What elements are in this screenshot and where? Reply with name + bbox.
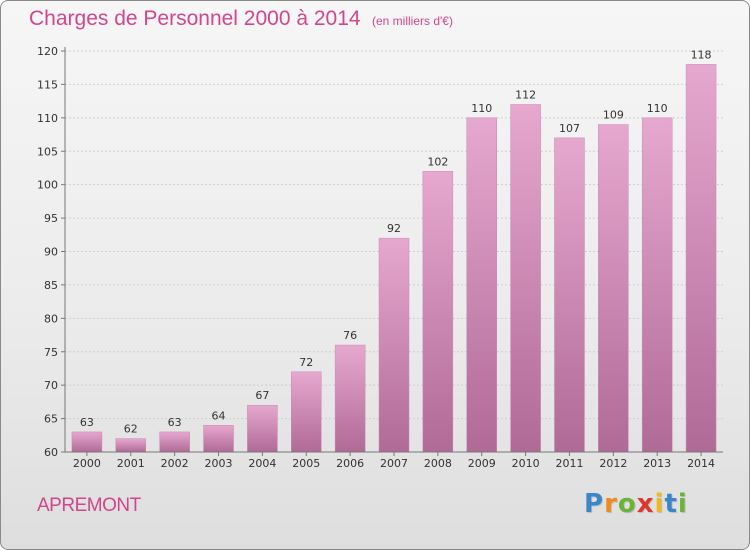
- bar-2008: [422, 171, 454, 453]
- bar-2010: [510, 104, 541, 453]
- value-label-2006: 76: [343, 329, 357, 342]
- chart-title: Charges de Personnel 2000 à 2014: [29, 7, 361, 30]
- bar-2013: [641, 117, 673, 453]
- value-label-2012: 109: [603, 109, 624, 122]
- y-tick-label: 85: [44, 279, 58, 292]
- x-tick-label-2001: 2001: [117, 457, 145, 470]
- y-tick-label: 90: [44, 246, 58, 259]
- y-tick-label: 95: [44, 212, 58, 225]
- x-tick-label-2004: 2004: [248, 457, 276, 470]
- x-tick-label-2002: 2002: [161, 457, 189, 470]
- bar-2003: [203, 425, 234, 453]
- value-label-2004: 67: [255, 389, 269, 402]
- value-label-2007: 92: [387, 222, 401, 235]
- y-tick-label: 115: [37, 78, 58, 91]
- bar-2009: [466, 117, 497, 453]
- y-tick-label: 105: [37, 145, 58, 158]
- bar-2000: [71, 431, 103, 453]
- bar-2014: [685, 64, 717, 453]
- bar-2005: [291, 371, 322, 453]
- x-tick-label-2006: 2006: [336, 457, 364, 470]
- x-tick-label-2000: 2000: [73, 457, 101, 470]
- value-label-2005: 72: [299, 356, 313, 369]
- x-tick-label-2014: 2014: [687, 457, 715, 470]
- x-tick-label-2005: 2005: [292, 457, 320, 470]
- x-tick-label-2013: 2013: [643, 457, 671, 470]
- y-tick-label: 60: [44, 446, 58, 459]
- value-label-2011: 107: [559, 122, 580, 135]
- x-tick-label-2010: 2010: [512, 457, 540, 470]
- value-label-2000: 63: [80, 416, 94, 429]
- bar-2007: [378, 237, 410, 453]
- proxiti-logo: Proxiti: [584, 489, 688, 519]
- value-label-2002: 63: [168, 416, 182, 429]
- chart-subtitle: (en milliers d'€): [372, 14, 453, 28]
- y-tick-label: 110: [37, 112, 58, 125]
- value-label-2008: 102: [427, 155, 448, 168]
- y-tick-label: 120: [37, 45, 58, 58]
- value-label-2003: 64: [212, 409, 226, 422]
- bar-2011: [554, 137, 585, 453]
- x-tick-label-2009: 2009: [468, 457, 496, 470]
- x-tick-label-2003: 2003: [205, 457, 233, 470]
- value-label-2013: 110: [647, 102, 668, 115]
- x-axis: 2000 2001 2002 2003 2004 2005 2006 2007 2008 2009…: [65, 451, 723, 470]
- value-label-2010: 112: [515, 88, 536, 101]
- y-tick-label: 80: [44, 312, 58, 325]
- bar-2012: [598, 124, 629, 453]
- bar-2006: [334, 344, 366, 453]
- bar-2004: [247, 404, 278, 453]
- x-tick-label-2007: 2007: [380, 457, 408, 470]
- commune-name: APREMONT: [37, 495, 141, 516]
- value-label-2009: 110: [471, 102, 492, 115]
- bars: [71, 64, 717, 453]
- x-tick-label-2012: 2012: [599, 457, 627, 470]
- bar-2001: [115, 438, 147, 453]
- y-tick-label: 65: [44, 413, 58, 426]
- value-label-2014: 118: [691, 48, 712, 61]
- y-tick-label: 100: [37, 179, 58, 192]
- y-tick-label: 70: [44, 379, 58, 392]
- bar-2002: [159, 431, 190, 453]
- x-tick-label-2011: 2011: [555, 457, 583, 470]
- data-labels: 63 62 63 64 67 72 76 92 102 110 112 107 109 110 118: [80, 48, 712, 435]
- y-tick-label: 75: [44, 346, 58, 359]
- x-tick-label-2008: 2008: [424, 457, 452, 470]
- value-label-2001: 62: [124, 423, 138, 436]
- y-axis: 60 65 70 75 80 85 90 95 100 105 110 115 120: [37, 45, 66, 459]
